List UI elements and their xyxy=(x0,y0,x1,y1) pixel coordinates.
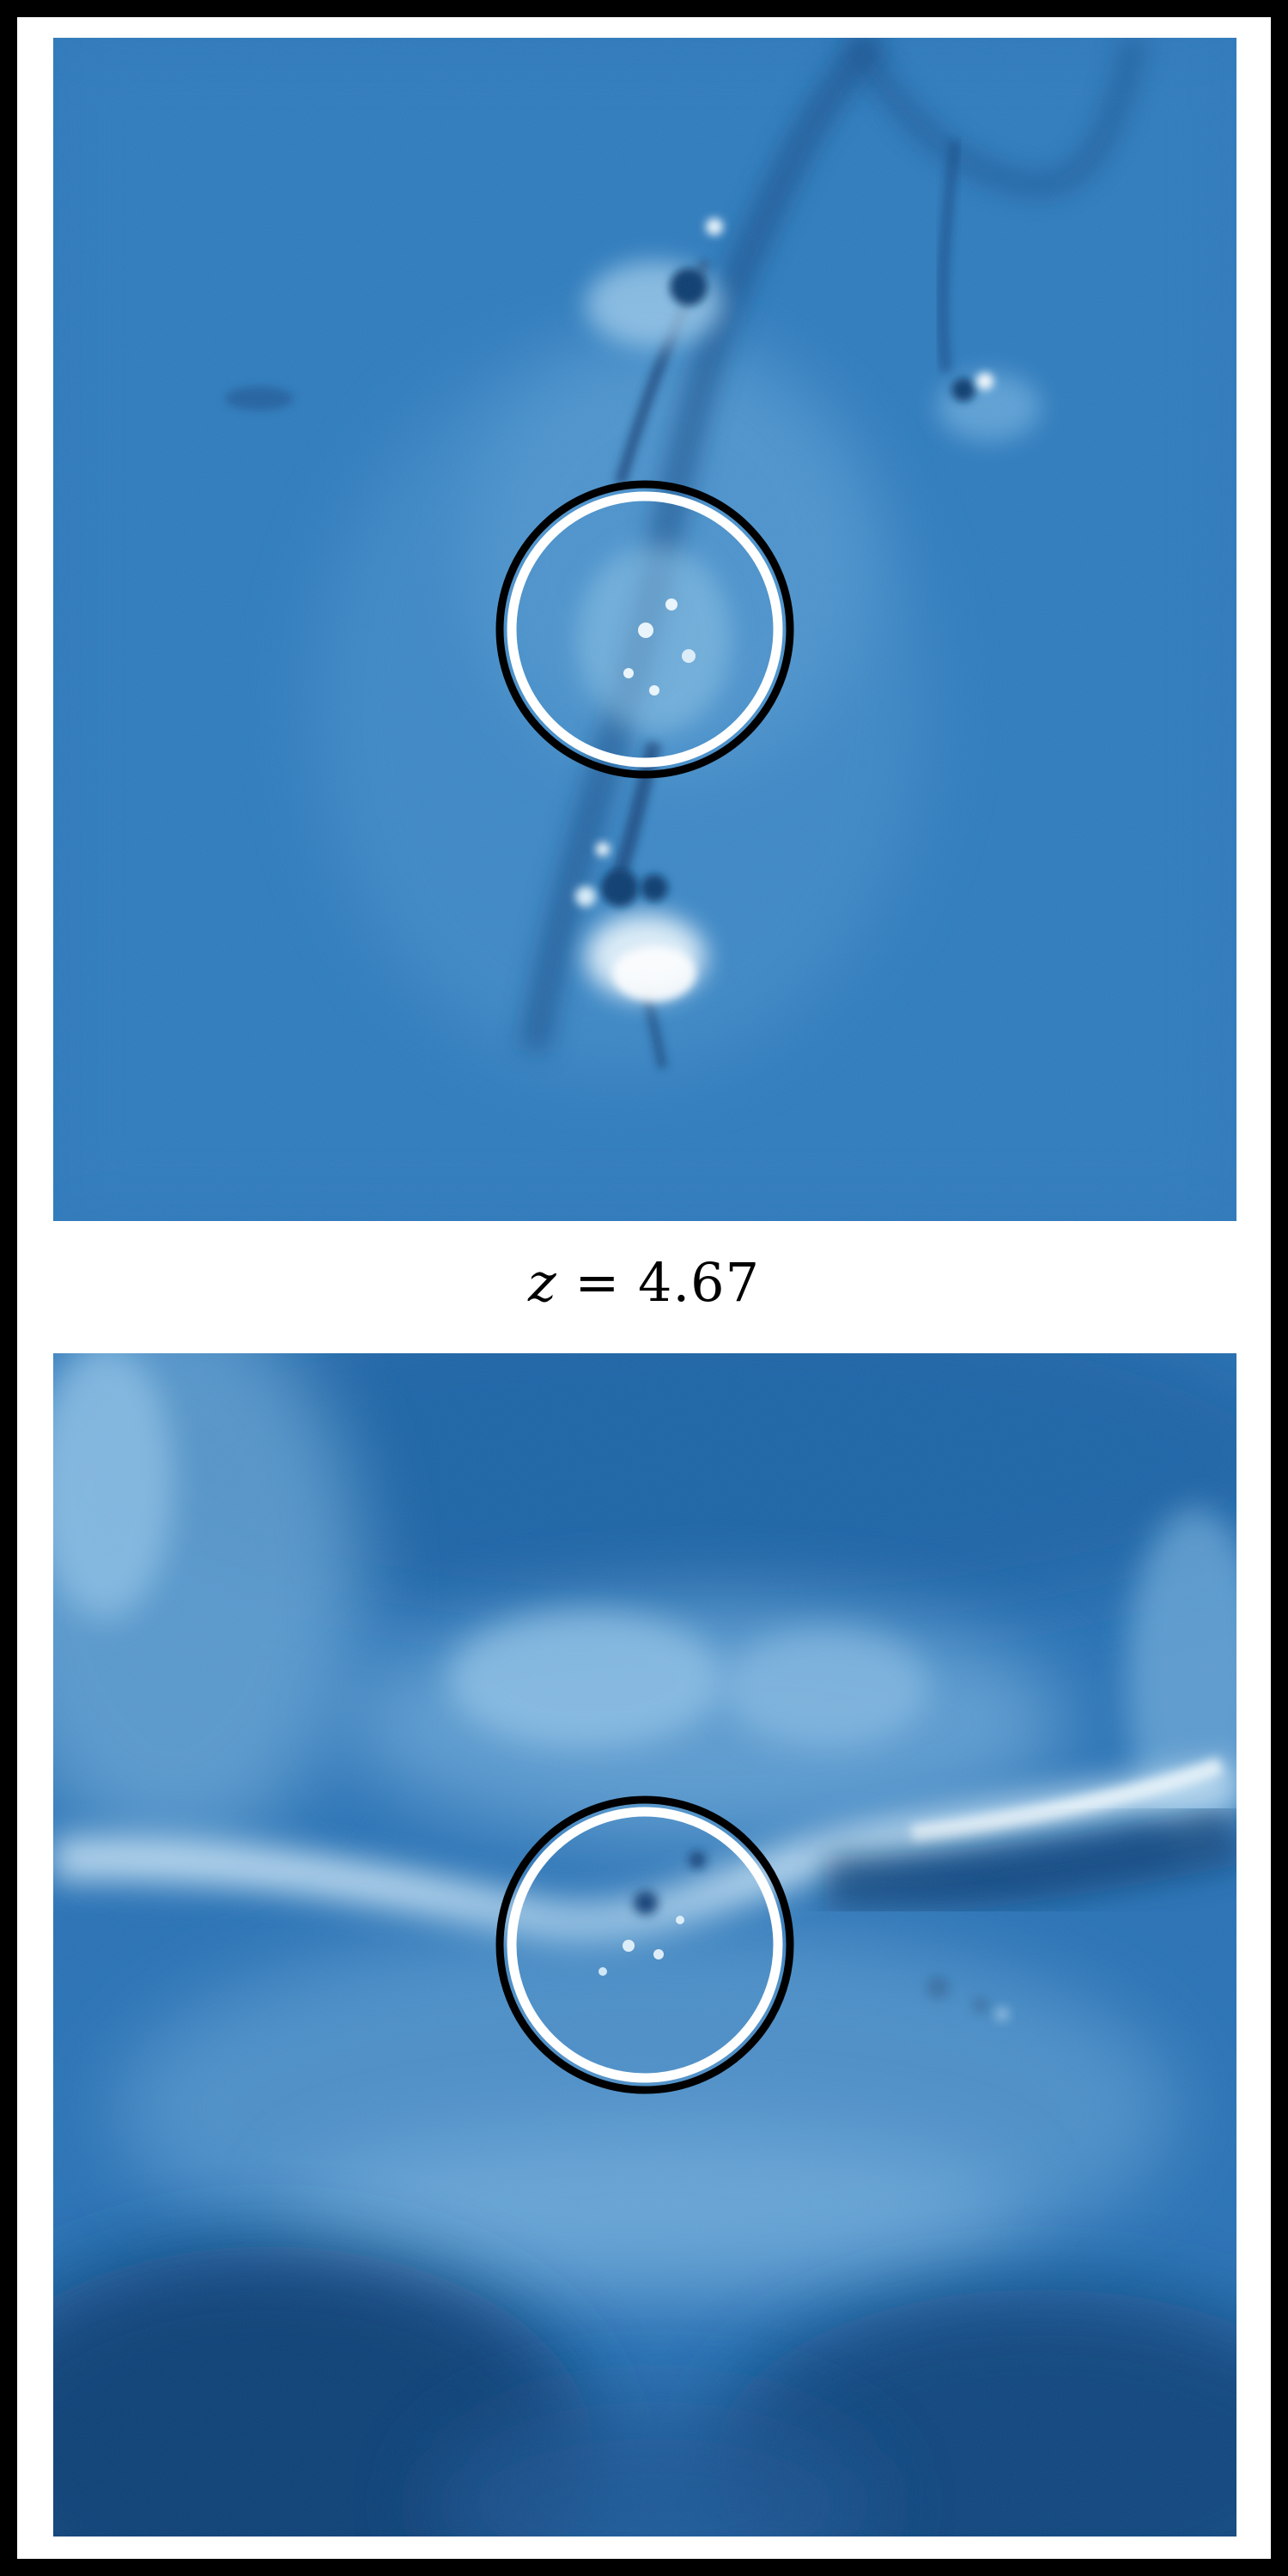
redshift-variable: z xyxy=(527,1250,557,1314)
redshift-equals: = xyxy=(556,1250,638,1314)
bottom-field-image xyxy=(53,1353,1236,2537)
top-panel xyxy=(53,38,1236,1221)
figure-frame: z = 4.67 xyxy=(17,17,1271,2559)
top-field-image xyxy=(53,38,1236,1221)
redshift-label: z = 4.67 xyxy=(17,1226,1271,1338)
bottom-panel xyxy=(53,1353,1236,2537)
aperture-circle-icon xyxy=(495,1795,794,2094)
redshift-value: 4.67 xyxy=(638,1250,761,1314)
aperture-circle-icon xyxy=(495,480,794,779)
